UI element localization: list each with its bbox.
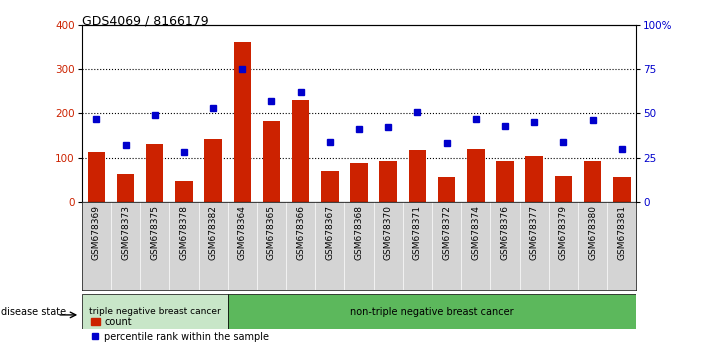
Text: GSM678366: GSM678366 <box>296 205 305 260</box>
Bar <box>438 177 455 202</box>
Bar <box>263 121 280 202</box>
Text: GSM678374: GSM678374 <box>471 205 481 260</box>
Bar <box>82 294 228 329</box>
Bar <box>584 161 602 202</box>
Text: non-triple negative breast cancer: non-triple negative breast cancer <box>351 307 514 316</box>
Bar <box>380 161 397 202</box>
Bar <box>175 181 193 202</box>
Text: GDS4069 / 8166179: GDS4069 / 8166179 <box>82 14 208 27</box>
Text: GSM678380: GSM678380 <box>588 205 597 260</box>
Bar <box>292 100 309 202</box>
Text: GSM678364: GSM678364 <box>237 205 247 260</box>
Bar <box>555 176 572 202</box>
Bar <box>87 152 105 202</box>
Bar <box>351 163 368 202</box>
Text: GSM678379: GSM678379 <box>559 205 568 260</box>
Text: triple negative breast cancer: triple negative breast cancer <box>89 307 220 316</box>
Text: GSM678367: GSM678367 <box>326 205 334 260</box>
Text: GSM678373: GSM678373 <box>121 205 130 260</box>
Legend: count, percentile rank within the sample: count, percentile rank within the sample <box>87 313 273 346</box>
Bar <box>467 149 485 202</box>
Bar <box>525 156 543 202</box>
Bar <box>117 174 134 202</box>
Bar <box>409 149 426 202</box>
Text: GSM678382: GSM678382 <box>208 205 218 260</box>
Bar <box>228 294 636 329</box>
Text: GSM678378: GSM678378 <box>179 205 188 260</box>
Bar <box>613 177 631 202</box>
Text: GSM678376: GSM678376 <box>501 205 510 260</box>
Text: GSM678377: GSM678377 <box>530 205 539 260</box>
Text: GSM678370: GSM678370 <box>384 205 392 260</box>
Bar <box>204 138 222 202</box>
Text: GSM678368: GSM678368 <box>355 205 363 260</box>
Bar <box>496 161 514 202</box>
Bar <box>233 42 251 202</box>
Text: GSM678371: GSM678371 <box>413 205 422 260</box>
Bar <box>146 144 164 202</box>
Text: GSM678375: GSM678375 <box>150 205 159 260</box>
Text: GSM678381: GSM678381 <box>617 205 626 260</box>
Bar <box>321 171 338 202</box>
Text: GSM678365: GSM678365 <box>267 205 276 260</box>
Text: GSM678369: GSM678369 <box>92 205 101 260</box>
Text: GSM678372: GSM678372 <box>442 205 451 260</box>
Text: disease state: disease state <box>1 307 67 316</box>
